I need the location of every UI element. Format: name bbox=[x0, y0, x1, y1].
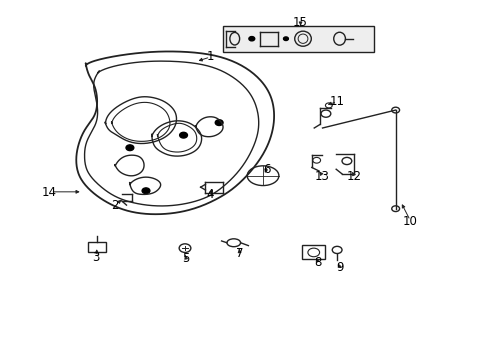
Text: 15: 15 bbox=[292, 16, 307, 29]
Text: 11: 11 bbox=[329, 95, 344, 108]
Text: 14: 14 bbox=[42, 186, 57, 199]
Text: 1: 1 bbox=[206, 50, 214, 63]
Circle shape bbox=[283, 37, 288, 41]
FancyBboxPatch shape bbox=[222, 26, 373, 51]
Text: 13: 13 bbox=[314, 170, 329, 183]
Circle shape bbox=[179, 132, 187, 138]
Text: 10: 10 bbox=[402, 215, 417, 228]
Text: 9: 9 bbox=[335, 261, 343, 274]
Text: 6: 6 bbox=[262, 163, 270, 176]
Bar bbox=[88, 242, 105, 252]
Text: 2: 2 bbox=[111, 199, 119, 212]
Circle shape bbox=[142, 188, 150, 194]
Circle shape bbox=[126, 145, 134, 150]
Circle shape bbox=[248, 37, 254, 41]
Bar bbox=[301, 245, 325, 259]
Text: 4: 4 bbox=[206, 188, 214, 201]
Text: 12: 12 bbox=[346, 170, 361, 183]
Text: 3: 3 bbox=[92, 251, 99, 264]
Text: 7: 7 bbox=[235, 247, 243, 260]
Text: 5: 5 bbox=[182, 252, 189, 265]
Circle shape bbox=[215, 120, 223, 126]
Text: 8: 8 bbox=[313, 256, 321, 269]
